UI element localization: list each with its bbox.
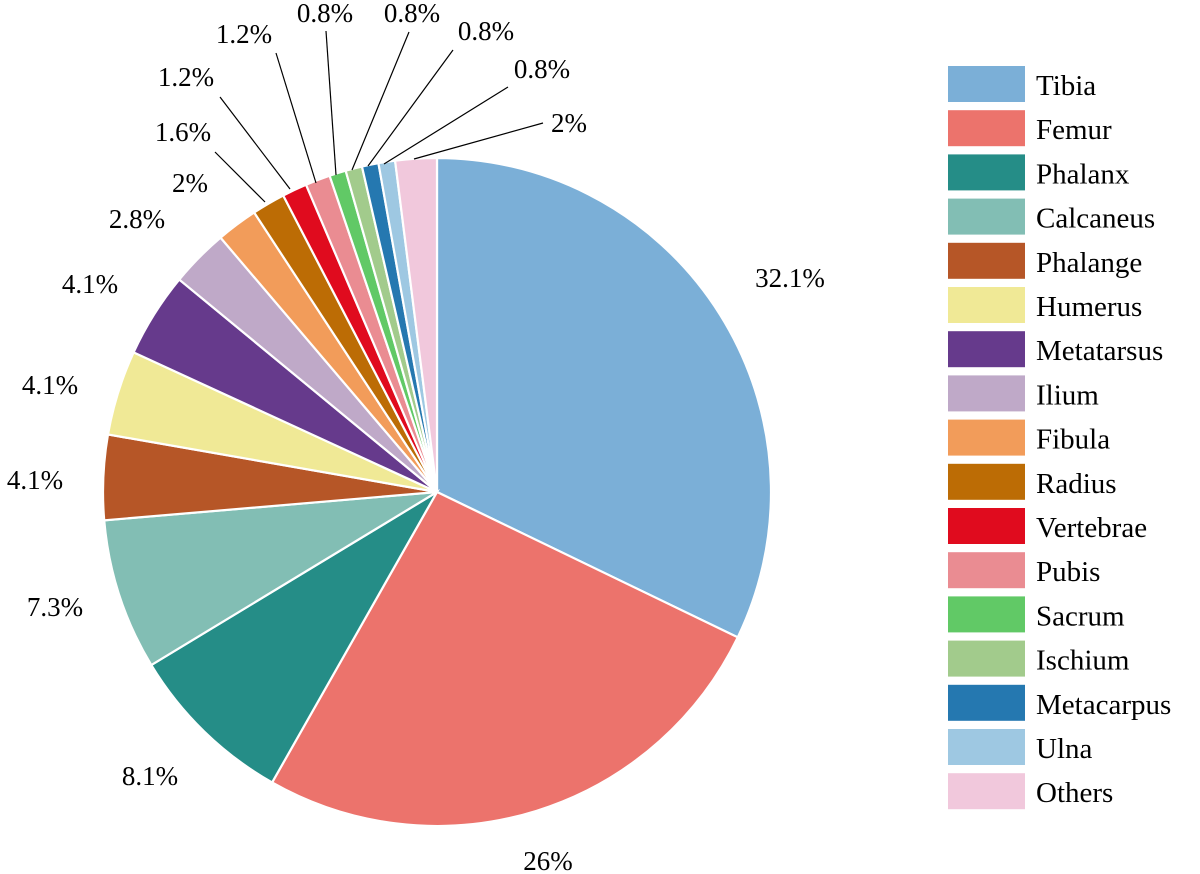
legend-swatch (948, 154, 1025, 191)
legend-item-sacrum: Sacrum (948, 596, 1125, 633)
legend-item-others: Others (948, 773, 1113, 810)
legend-label: Sacrum (1036, 600, 1125, 632)
label-phalange: 4.1% (7, 465, 63, 495)
legend-label: Ulna (1036, 733, 1093, 765)
legend-label: Radius (1036, 468, 1117, 500)
label-metacarpus: 0.8% (458, 16, 514, 46)
legend-swatch (948, 66, 1025, 102)
legend-label: Ischium (1036, 645, 1130, 677)
legend-item-tibia: Tibia (948, 66, 1096, 102)
label-pubis: 1.2% (216, 19, 272, 49)
legend-label: Calcaneus (1036, 203, 1155, 235)
label-calcaneus: 7.3% (27, 592, 83, 622)
label-ulna: 0.8% (514, 54, 570, 84)
legend-swatch (948, 596, 1025, 633)
legend-item-phalanx: Phalanx (948, 154, 1130, 191)
label-others: 2% (551, 108, 587, 138)
legend-swatch (948, 331, 1025, 368)
leader-line-ischium (351, 31, 410, 171)
legend-item-metatarsus: Metatarsus (948, 331, 1163, 368)
legend-label: Humerus (1036, 291, 1142, 323)
legend-label: Metatarsus (1036, 335, 1163, 367)
leader-lines (214, 30, 544, 203)
leader-line-ulna (383, 86, 509, 165)
label-humerus: 4.1% (22, 370, 78, 400)
legend-swatch (948, 110, 1025, 147)
legend-item-ilium: Ilium (948, 375, 1099, 412)
legend-item-phalange: Phalange (948, 242, 1142, 279)
leader-line-radius (214, 151, 266, 203)
legend-label: Tibia (1036, 70, 1096, 102)
legend-label: Pubis (1036, 556, 1100, 588)
legend: Tibia Femur Phalanx Calcaneus Phalange Humeru… (948, 66, 1171, 810)
legend-swatch (948, 729, 1025, 765)
legend-item-vertebrae: Vertebrae (948, 508, 1147, 544)
leader-line-vertebrae (219, 96, 291, 190)
leader-line-sacrum (325, 30, 337, 176)
legend-label: Fibula (1036, 424, 1110, 456)
label-ilium: 2.8% (109, 204, 165, 234)
legend-item-pubis: Pubis (948, 552, 1100, 589)
leader-line-others (413, 122, 544, 160)
leader-line-pubis (275, 52, 317, 184)
legend-item-calcaneus: Calcaneus (948, 198, 1155, 235)
legend-item-ulna: Ulna (948, 729, 1093, 765)
slice-phalanx (149, 488, 441, 784)
percentage-labels: 32.1%26%8.1%7.3%4.1%4.1%4.1%2.8%2%1.6%1.… (7, 0, 825, 874)
legend-swatch (948, 640, 1025, 677)
legend-swatch (948, 198, 1025, 235)
slice-femur (270, 490, 740, 828)
label-fibula: 2% (172, 168, 208, 198)
label-radius: 1.6% (155, 117, 211, 147)
legend-swatch (948, 773, 1025, 810)
slice-calcaneus (103, 490, 438, 667)
legend-label: Vertebrae (1036, 512, 1147, 544)
legend-swatch (948, 242, 1025, 279)
pie-slices (101, 156, 773, 828)
label-metatarsus: 4.1% (62, 269, 118, 299)
legend-swatch (948, 419, 1025, 456)
legend-label: Phalanx (1036, 158, 1130, 190)
legend-item-radius: Radius (948, 463, 1117, 500)
legend-item-fibula: Fibula (948, 419, 1110, 456)
leader-line-metacarpus (367, 49, 454, 167)
label-vertebrae: 1.2% (158, 62, 214, 92)
legend-swatch (948, 684, 1025, 721)
label-ischium: 0.8% (384, 0, 440, 28)
label-phalanx: 8.1% (122, 761, 178, 791)
legend-label: Others (1036, 777, 1113, 809)
legend-item-ischium: Ischium (948, 640, 1130, 677)
label-tibia: 32.1% (755, 263, 825, 293)
slice-tibia (435, 156, 773, 639)
legend-label: Metacarpus (1036, 689, 1171, 721)
label-sacrum: 0.8% (297, 0, 353, 28)
legend-swatch (948, 508, 1025, 544)
legend-label: Phalange (1036, 247, 1142, 279)
legend-swatch (948, 552, 1025, 589)
legend-item-humerus: Humerus (948, 287, 1142, 323)
legend-item-femur: Femur (948, 110, 1112, 147)
legend-swatch (948, 463, 1025, 500)
legend-swatch (948, 375, 1025, 412)
legend-swatch (948, 287, 1025, 323)
label-femur: 26% (523, 846, 573, 874)
legend-item-metacarpus: Metacarpus (948, 684, 1171, 721)
legend-label: Femur (1036, 114, 1112, 146)
legend-label: Ilium (1036, 379, 1099, 411)
